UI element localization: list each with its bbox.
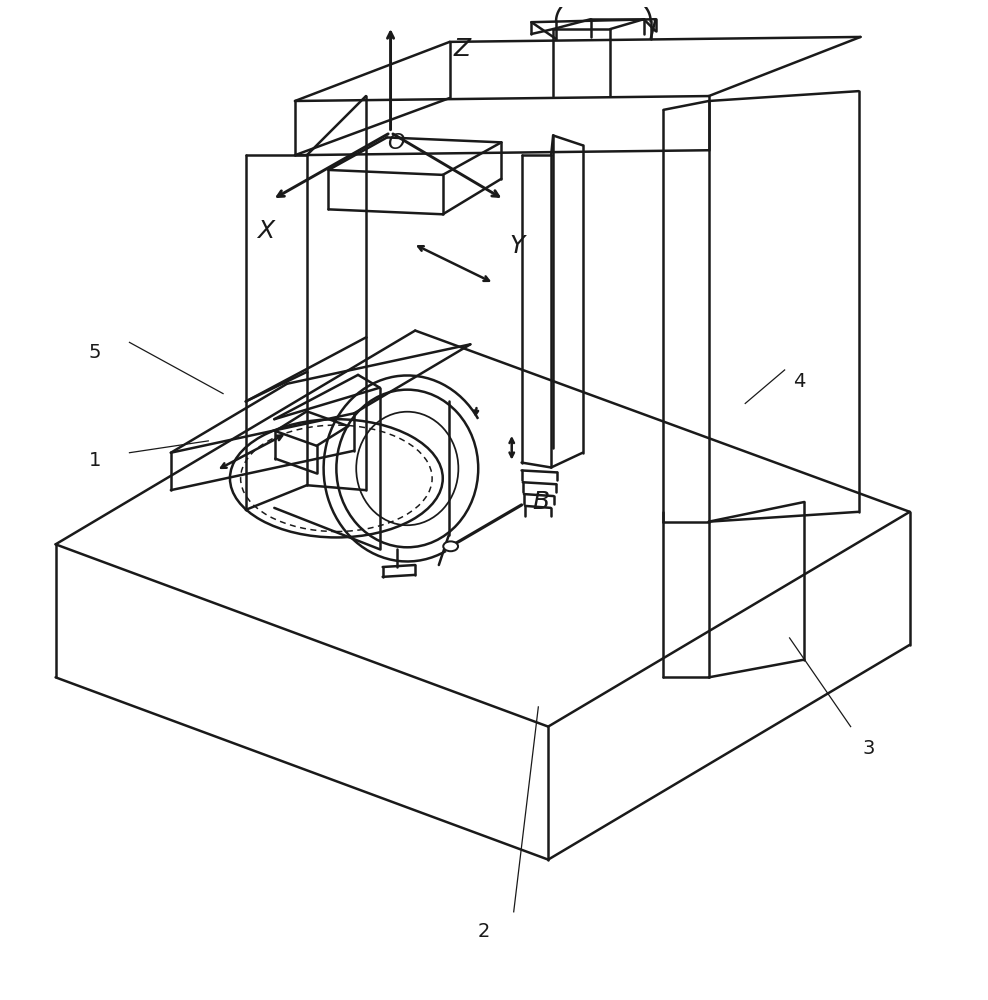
Text: 1: 1 [89,451,101,470]
Ellipse shape [444,541,458,551]
Text: X: X [257,219,274,243]
Text: O: O [386,133,404,153]
Text: 2: 2 [478,922,490,941]
Text: Y: Y [509,234,525,258]
Text: 3: 3 [863,739,874,758]
Text: 5: 5 [89,343,101,362]
Text: 4: 4 [793,372,805,391]
Text: Z: Z [453,37,471,61]
Text: B: B [533,490,550,514]
